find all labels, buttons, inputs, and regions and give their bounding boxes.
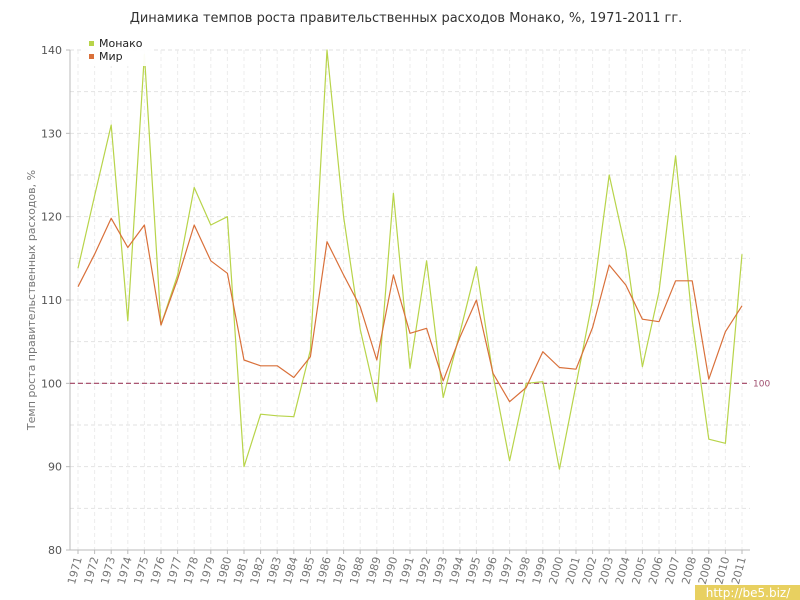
y-axis: 80 90 100 110 120 130 140 (41, 44, 71, 557)
y-tick-label: 80 (48, 544, 62, 557)
reference-line-group: 100 (70, 379, 770, 389)
y-tick-label: 110 (41, 294, 62, 307)
watermark[interactable]: http://be5.biz/ (695, 585, 800, 600)
y-tick-label: 140 (41, 44, 62, 57)
legend-box (82, 36, 154, 66)
reference-line-label: 100 (753, 379, 770, 389)
watermark-background (695, 585, 800, 600)
legend-swatch (89, 41, 94, 46)
watermark-link[interactable]: http://be5.biz/ (706, 586, 791, 600)
series-line-monaco (77, 49, 743, 470)
series-lines (77, 49, 743, 470)
grid (70, 49, 750, 551)
chart-title: Динамика темпов роста правительственных … (130, 11, 683, 26)
y-tick-label: 120 (41, 211, 62, 224)
y-tick-label: 130 (41, 127, 62, 140)
legend-entry: Мир (99, 50, 123, 63)
legend-entry: Монако (99, 37, 143, 50)
series-line-world (77, 217, 743, 403)
legend-swatch (89, 54, 94, 59)
y-tick-label: 100 (41, 377, 62, 390)
y-axis-title: Темп роста правительственных расходов, % (25, 170, 38, 431)
y-tick-label: 90 (48, 461, 62, 474)
x-tick-label: 2011 (729, 555, 749, 585)
x-axis: 1971197219731974197519761977197819791980… (65, 549, 750, 586)
